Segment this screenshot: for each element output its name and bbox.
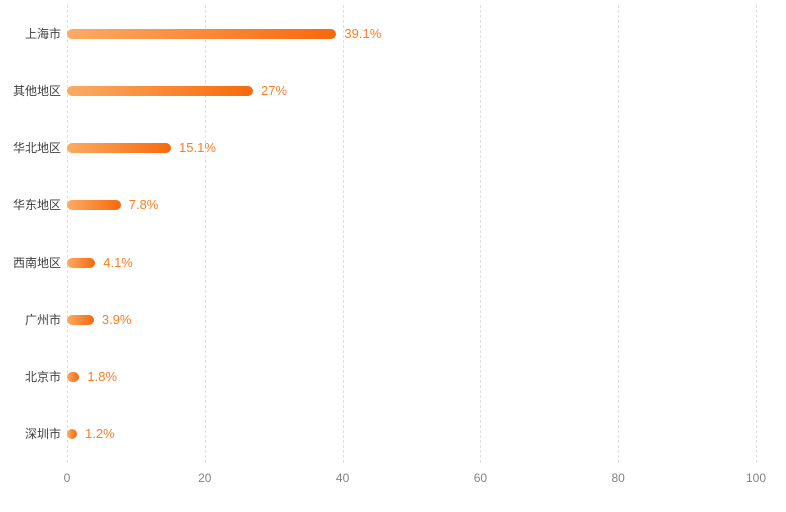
- vertical-gridline: [204, 5, 206, 463]
- data-bar[interactable]: [67, 85, 254, 96]
- data-bar[interactable]: [67, 372, 80, 383]
- value-label: 1.2%: [85, 426, 115, 442]
- value-label: 1.8%: [87, 369, 118, 385]
- value-label: 27%: [261, 82, 288, 98]
- data-bar[interactable]: [67, 28, 337, 39]
- category-label: 其他地区: [12, 83, 61, 98]
- category-label: 北京市: [24, 370, 61, 385]
- vertical-gridline: [480, 5, 482, 463]
- value-label: 15.1%: [179, 140, 216, 156]
- value-label: 39.1%: [344, 25, 382, 41]
- vertical-gridline: [342, 5, 344, 463]
- data-bar[interactable]: [67, 314, 94, 325]
- x-axis-tick-label: 40: [335, 471, 350, 485]
- category-label: 上海市: [24, 26, 61, 41]
- data-bar[interactable]: [67, 143, 172, 154]
- category-label: 华北地区: [12, 141, 61, 156]
- data-bar[interactable]: [67, 257, 96, 268]
- category-label: 西南地区: [12, 255, 61, 270]
- data-bar[interactable]: [67, 429, 77, 440]
- value-label: 7.8%: [128, 197, 159, 213]
- vertical-gridline: [756, 5, 757, 463]
- value-label: 4.1%: [103, 254, 133, 270]
- value-label: 3.9%: [101, 311, 132, 327]
- x-axis-tick-label: 80: [611, 471, 625, 485]
- category-label: 广州市: [24, 312, 61, 327]
- x-axis-tick-label: 0: [63, 471, 71, 485]
- x-axis-tick-label: 60: [473, 471, 488, 485]
- vertical-gridline: [618, 5, 620, 463]
- x-axis-tick-label: 20: [198, 471, 212, 485]
- vertical-gridline: [67, 5, 68, 463]
- category-label: 华东地区: [12, 198, 61, 213]
- category-label: 深圳市: [24, 427, 61, 442]
- x-axis-tick-label: 100: [745, 471, 767, 485]
- data-bar[interactable]: [67, 200, 121, 211]
